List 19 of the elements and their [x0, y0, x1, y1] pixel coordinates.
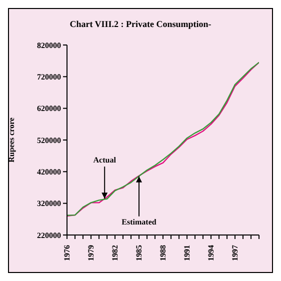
y-tick-label: 220000: [37, 230, 61, 240]
y-axis-title: Rupees crore: [6, 117, 16, 162]
y-tick-label: 320000: [37, 199, 61, 208]
x-tick-label: 1979: [86, 245, 96, 261]
x-tick-label: 1976: [62, 245, 72, 261]
annotation: Estimated: [122, 217, 157, 226]
annotation: Actual: [93, 156, 117, 165]
y-tick-label: 520000: [37, 136, 61, 145]
x-tick-label: 1994: [206, 245, 216, 261]
y-tick-label: 620000: [37, 104, 61, 114]
chart-title: Chart VIII.2 : Private Consumption-: [68, 18, 212, 31]
y-tick-label: 720000: [37, 72, 61, 82]
x-tick-label: 1991: [182, 245, 192, 261]
x-tick-label: 1982: [110, 245, 120, 261]
x-tick-label: 1985: [134, 245, 144, 261]
x-tick-label: 1997: [230, 245, 240, 261]
x-tick-label: 1988: [158, 245, 168, 261]
y-tick-label: 820000: [37, 40, 61, 50]
y-tick-label: 420000: [37, 168, 61, 177]
